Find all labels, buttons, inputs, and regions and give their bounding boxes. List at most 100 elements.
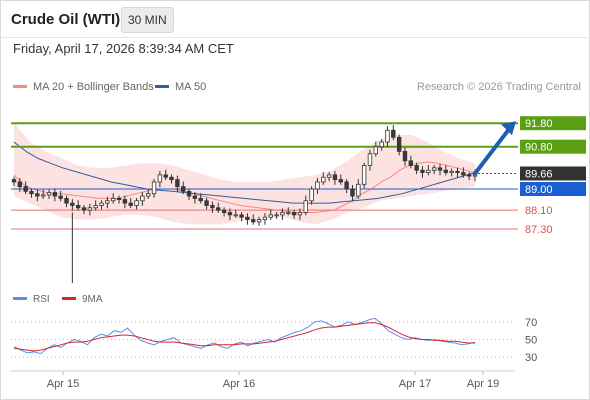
candle-body [321, 176, 326, 183]
candle-body [408, 160, 414, 166]
candle-body [151, 181, 157, 195]
support-label-2: 87.30 [525, 224, 553, 236]
rsi-tick-label: 30 [525, 352, 537, 364]
bollinger-band-area [14, 123, 475, 225]
pivot-label-box [520, 182, 586, 196]
candle-body [204, 200, 209, 206]
candle-body [192, 195, 198, 199]
candle-body [157, 174, 163, 183]
candle-body [87, 207, 93, 211]
key-levels [11, 122, 518, 230]
candle-body [396, 136, 402, 152]
arrow-head [501, 121, 516, 136]
last-price-label: 89.66 [525, 168, 553, 180]
candle-body [93, 205, 98, 209]
candle-body [227, 212, 233, 216]
ma20-line [13, 161, 476, 213]
rsi-panel: 70 50 30 [11, 317, 537, 364]
candle-body [198, 197, 203, 202]
candle-body [338, 179, 343, 183]
candle-body [326, 174, 332, 178]
candle-body [350, 188, 355, 197]
resistance-label-1: 91.80 [525, 118, 553, 130]
candle-body [332, 174, 338, 180]
candle-body [443, 169, 449, 173]
candle-body [361, 165, 367, 185]
candle-body [17, 181, 23, 188]
candle-body [122, 199, 128, 204]
candle-body [420, 169, 425, 173]
resistance-label-2-box [520, 139, 586, 154]
candle-body [163, 174, 168, 178]
rsi-legend-label: RSI [33, 294, 50, 305]
arrow-shaft [473, 127, 511, 176]
candle-body [297, 212, 303, 216]
candle-body [373, 146, 378, 155]
ma20-legend-swatch [13, 85, 27, 88]
candle-body [344, 181, 349, 190]
candle-body [64, 197, 69, 204]
candle-body [379, 141, 384, 148]
candle-body [262, 216, 268, 220]
credit-text: Research © 2026 Trading Central [417, 81, 581, 93]
candle-body [356, 183, 361, 197]
candle-body [286, 212, 291, 214]
candle-body [280, 212, 285, 216]
candle-body [52, 192, 58, 197]
candle-body [140, 195, 145, 202]
candle-body [99, 202, 104, 206]
candle-body [81, 207, 87, 211]
ma20-legend-label: MA 20 + Bollinger Bands [33, 81, 154, 93]
candle-body [367, 153, 373, 166]
ma50-legend-label: MA 50 [175, 81, 206, 93]
candle-body [35, 193, 40, 197]
candle-body [181, 186, 186, 192]
ma9-legend-swatch [62, 297, 76, 300]
candle-body [210, 205, 215, 209]
support-label-1: 88.10 [525, 205, 553, 217]
candle-body [75, 205, 81, 209]
candle-body [291, 212, 297, 216]
moving-averages [13, 141, 476, 213]
x-tick-label: Apr 15 [47, 378, 79, 390]
timeframe-badge[interactable]: 30 MIN [121, 7, 174, 33]
candle-body [11, 179, 17, 183]
candle-body [414, 165, 419, 171]
candle-body [70, 202, 75, 206]
last-price-label-box [520, 166, 586, 181]
candle-body [146, 193, 151, 197]
x-axis: Apr 15 Apr 16 Apr 17 Apr 19 [47, 371, 499, 390]
candle-body [245, 216, 250, 220]
rsi-tick-label: 70 [525, 317, 537, 329]
ma50-legend-swatch [155, 85, 169, 88]
candle-body [449, 170, 454, 173]
candle-body [431, 167, 437, 171]
candle-body [455, 170, 460, 173]
candle-body [186, 190, 192, 197]
ma50-line [13, 141, 476, 204]
candle-body [221, 209, 227, 213]
candle-body [466, 174, 472, 177]
candle-body [216, 207, 221, 211]
candle-body [391, 129, 396, 138]
candles [11, 125, 478, 283]
candle-body [134, 200, 139, 206]
candle-body [40, 194, 46, 197]
candle-body [461, 172, 466, 176]
x-tick-label: Apr 17 [399, 378, 431, 390]
candle-body [23, 186, 28, 192]
candle-body [251, 219, 256, 223]
candle-body [426, 169, 431, 173]
bias-arrow [473, 121, 516, 176]
candle-body [169, 176, 174, 180]
candle-body [303, 200, 308, 213]
candle-body [128, 202, 133, 206]
candle-body [46, 192, 52, 196]
candle-body [309, 188, 314, 202]
candle-body [116, 197, 122, 200]
candle-body [29, 190, 34, 195]
header-divider [0, 37, 588, 38]
candle-body [274, 214, 279, 217]
candle-body [268, 214, 273, 218]
